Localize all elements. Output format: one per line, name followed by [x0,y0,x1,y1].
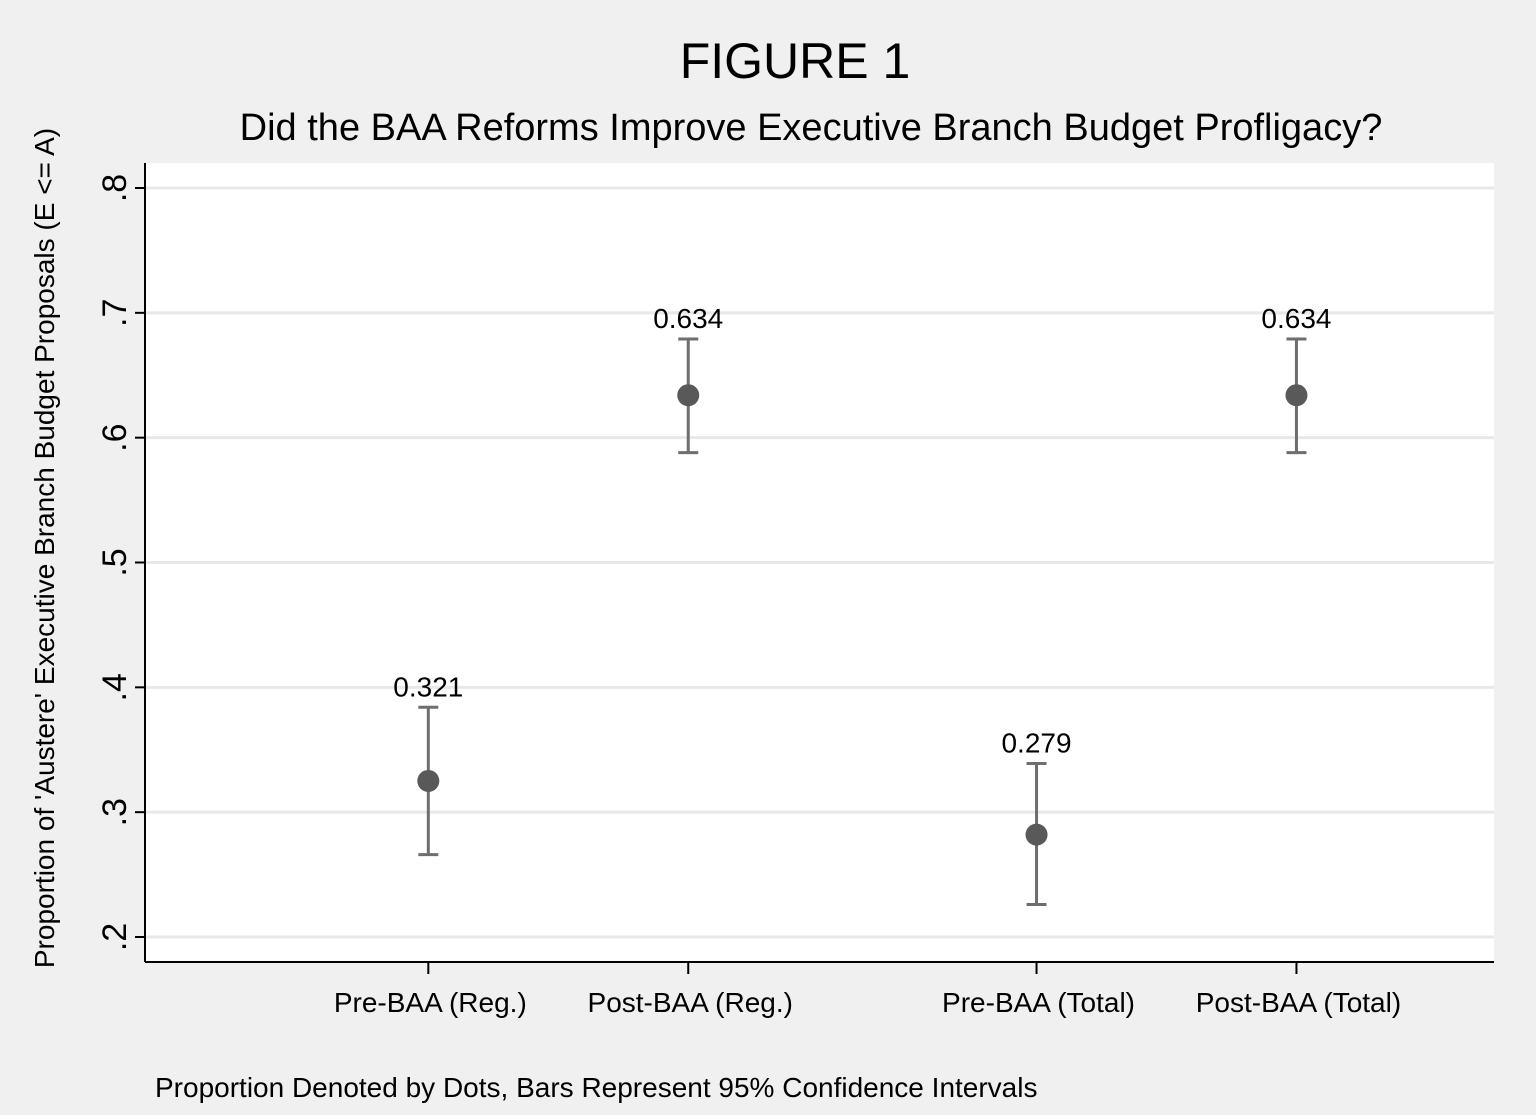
data-point [677,384,700,407]
y-tick-label: .8 [96,174,134,202]
x-tick-label: Pre-BAA (Total) [942,987,1135,1018]
data-label: 0.634 [1261,303,1331,334]
x-tick-label: Post-BAA (Reg.) [588,987,793,1018]
data-label: 0.321 [393,671,463,702]
y-tick-label: .2 [96,923,134,951]
data-point [1285,384,1308,407]
gridlines [146,186,1494,939]
data-point [417,769,440,792]
data-label: 0.279 [1001,727,1071,758]
chart-subtitle: Did the BAA Reforms Improve Executive Br… [240,107,1383,149]
chart-title: FIGURE 1 [680,33,911,89]
y-tick-label: .5 [96,548,134,576]
x-tick-label: Post-BAA (Total) [1196,987,1401,1018]
chart-note: Proportion Denoted by Dots, Bars Represe… [155,1072,1037,1103]
y-tick-label: .7 [96,299,134,327]
data-point [1025,823,1048,846]
y-tick-label: .3 [96,798,134,826]
y-tick-label: .4 [96,673,134,701]
chart-marks: 0.321 Pre-BAA (Reg.) 0.634 Post-BAA (Reg.) 0… [334,303,1401,1018]
y-tick-label: .6 [96,423,134,451]
x-tick-label: Pre-BAA (Reg.) [334,987,527,1018]
data-label: 0.634 [653,303,723,334]
y-axis-label: Proportion of 'Austere' Executive Branch… [29,128,60,968]
y-axis-ticks: .2 .3 .4 .5 .6 .7 .8 [96,174,145,951]
